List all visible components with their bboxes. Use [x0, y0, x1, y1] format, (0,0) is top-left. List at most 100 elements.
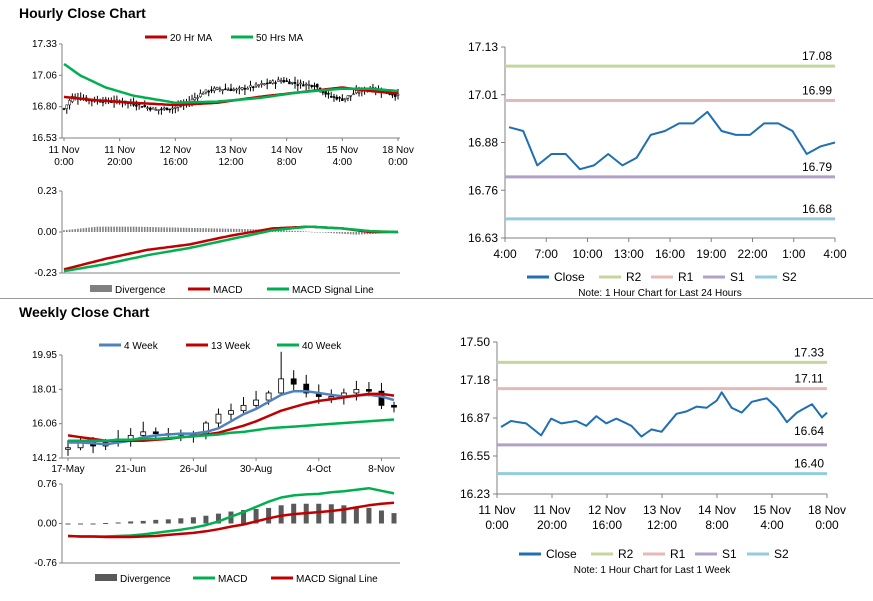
weekly-pivot-x-tick-label: 11 Nov — [478, 503, 515, 517]
hourly-candle-body — [329, 96, 333, 98]
hourly-divergence-bar — [280, 230, 282, 232]
section-divider — [0, 298, 873, 299]
hourly-divergence-bar — [130, 226, 132, 232]
hourly-candle-body — [310, 85, 313, 87]
hourly-divergence-bar — [363, 232, 366, 235]
hourly-divergence-bar — [104, 226, 107, 232]
hourly-candle-body — [68, 100, 71, 106]
hourly-divergence-bar — [324, 232, 327, 233]
weekly-pivot-y-tick-label: 16.87 — [460, 411, 490, 425]
weekly-divergence-bar — [203, 515, 209, 524]
hourly-divergence-bar — [191, 227, 193, 232]
hourly-candle-body — [260, 83, 263, 85]
weekly-divergence-bar — [316, 503, 322, 524]
hourly-candle-body — [218, 88, 222, 91]
hourly-divergence-bar — [65, 229, 68, 232]
hourly-pivot-level-label-s1: 16.79 — [802, 160, 832, 174]
weekly-candle-body — [353, 389, 360, 394]
hourly-candle-body — [299, 82, 302, 85]
hourly-pivot-x-tick-label: 4:00 — [493, 247, 517, 261]
hourly-pivot-y-tick-label: 17.01 — [468, 88, 498, 102]
weekly-divergence-bar — [190, 517, 196, 524]
hourly-divergence-bar — [185, 227, 188, 232]
hourly-price-x-tick-label: 12 Nov — [159, 145, 191, 156]
hourly-macd-legend-divergence-label: Divergence — [115, 285, 166, 296]
hourly-divergence-bar — [358, 232, 360, 235]
hourly-candle-body — [165, 107, 169, 111]
hourly-pivot-note: Note: 1 Hour Chart for Last 24 Hours — [578, 288, 741, 299]
weekly-pivot-x-tick-label: 0:00 — [815, 518, 839, 532]
hourly-divergence-bar — [127, 226, 129, 232]
weekly-pivot-x-tick-label: 4:00 — [760, 518, 784, 532]
hourly-candle-body — [143, 105, 146, 107]
weekly-candle-body — [127, 434, 134, 440]
hourly-divergence-bar — [330, 232, 332, 234]
hourly-candle-body — [213, 87, 216, 92]
hourly-macd-y-tick-label: 0.00 — [38, 227, 58, 238]
hourly-macd-series-macd-signal-line — [63, 225, 399, 273]
hourly-candle-body — [146, 107, 149, 109]
weekly-candle-body — [240, 404, 247, 412]
hourly-divergence-bar — [277, 230, 280, 232]
weekly-pivot-x-tick-label: 18 Nov — [808, 503, 846, 517]
hourly-pivot-x-tick-label: 7:00 — [535, 247, 559, 261]
hourly-divergence-bar — [177, 227, 179, 232]
hourly-candle-body — [265, 82, 269, 85]
hourly-divergence-bar — [118, 226, 121, 232]
hourly-price-x-tick-label: 18 Nov — [382, 145, 414, 156]
hourly-candle-body — [249, 85, 252, 88]
hourly-divergence-bar — [157, 227, 160, 232]
weekly-divergence-bar — [253, 508, 259, 524]
weekly-candle-body — [303, 383, 310, 394]
weekly-candle-body — [140, 431, 147, 436]
weekly-pivot-note: Note: 1 Hour Chart for Last 1 Week — [574, 565, 732, 576]
hourly-price-x-tick-label: 0:00 — [388, 157, 408, 168]
weekly-pivot-x-tick-label: 20:00 — [537, 518, 567, 532]
weekly-divergence-bar — [215, 513, 221, 524]
hourly-divergence-bar — [138, 226, 140, 232]
weekly-pivot-level-label-s2: 16.40 — [794, 457, 824, 471]
hourly-pivot-legend-label-s2: S2 — [782, 270, 797, 284]
hourly-candle-body — [355, 90, 358, 94]
hourly-section-title: Hourly Close Chart — [19, 5, 146, 21]
weekly-candle-body — [278, 378, 285, 394]
hourly-divergence-bar — [283, 230, 285, 232]
weekly-candle-body — [228, 410, 234, 415]
hourly-divergence-bar — [202, 228, 204, 232]
hourly-divergence-bar — [347, 232, 349, 235]
hourly-price-y-tick-label: 17.33 — [32, 39, 57, 50]
weekly-macd-legend-divergence-swatch — [95, 574, 117, 581]
hourly-divergence-bar — [361, 232, 363, 235]
weekly-pivot-x-tick-label: 12:00 — [647, 518, 677, 532]
weekly-macd-legend-signal-label: MACD Signal Line — [296, 574, 378, 585]
hourly-candle-body — [151, 107, 155, 110]
hourly-divergence-bar — [85, 227, 88, 232]
hourly-candle-body — [193, 97, 197, 101]
hourly-divergence-bar — [341, 232, 344, 234]
hourly-pivot-x-tick-label: 13:00 — [614, 247, 644, 261]
hourly-divergence-bar — [68, 229, 71, 232]
weekly-pivot-close-line — [500, 391, 828, 438]
hourly-divergence-bar — [230, 228, 232, 232]
hourly-candle-body — [282, 80, 286, 83]
hourly-divergence-bar — [205, 228, 207, 232]
hourly-divergence-bar — [285, 230, 288, 232]
hourly-divergence-bar — [188, 227, 191, 232]
hourly-divergence-bar — [146, 226, 149, 232]
weekly-pivot-y-tick-label: 17.18 — [460, 373, 490, 387]
hourly-candle-body — [168, 108, 172, 111]
hourly-series-50-hrs-ma — [63, 62, 399, 105]
weekly-price-y-tick-label: 16.06 — [32, 419, 57, 430]
weekly-divergence-bar — [90, 523, 96, 525]
hourly-divergence-bar — [121, 226, 124, 232]
weekly-pivot-legend-label-s1: S1 — [722, 547, 737, 561]
hourly-pivot-x-tick-label: 19:00 — [696, 247, 726, 261]
hourly-divergence-bar — [149, 227, 152, 232]
hourly-divergence-bar — [344, 232, 346, 234]
hourly-divergence-bar — [366, 232, 369, 235]
hourly-pivot-legend-label-s1: S1 — [730, 270, 745, 284]
hourly-candle-body — [349, 94, 352, 97]
hourly-divergence-bar — [249, 229, 252, 232]
hourly-divergence-bar — [99, 226, 101, 232]
hourly-divergence-bar — [91, 227, 93, 232]
